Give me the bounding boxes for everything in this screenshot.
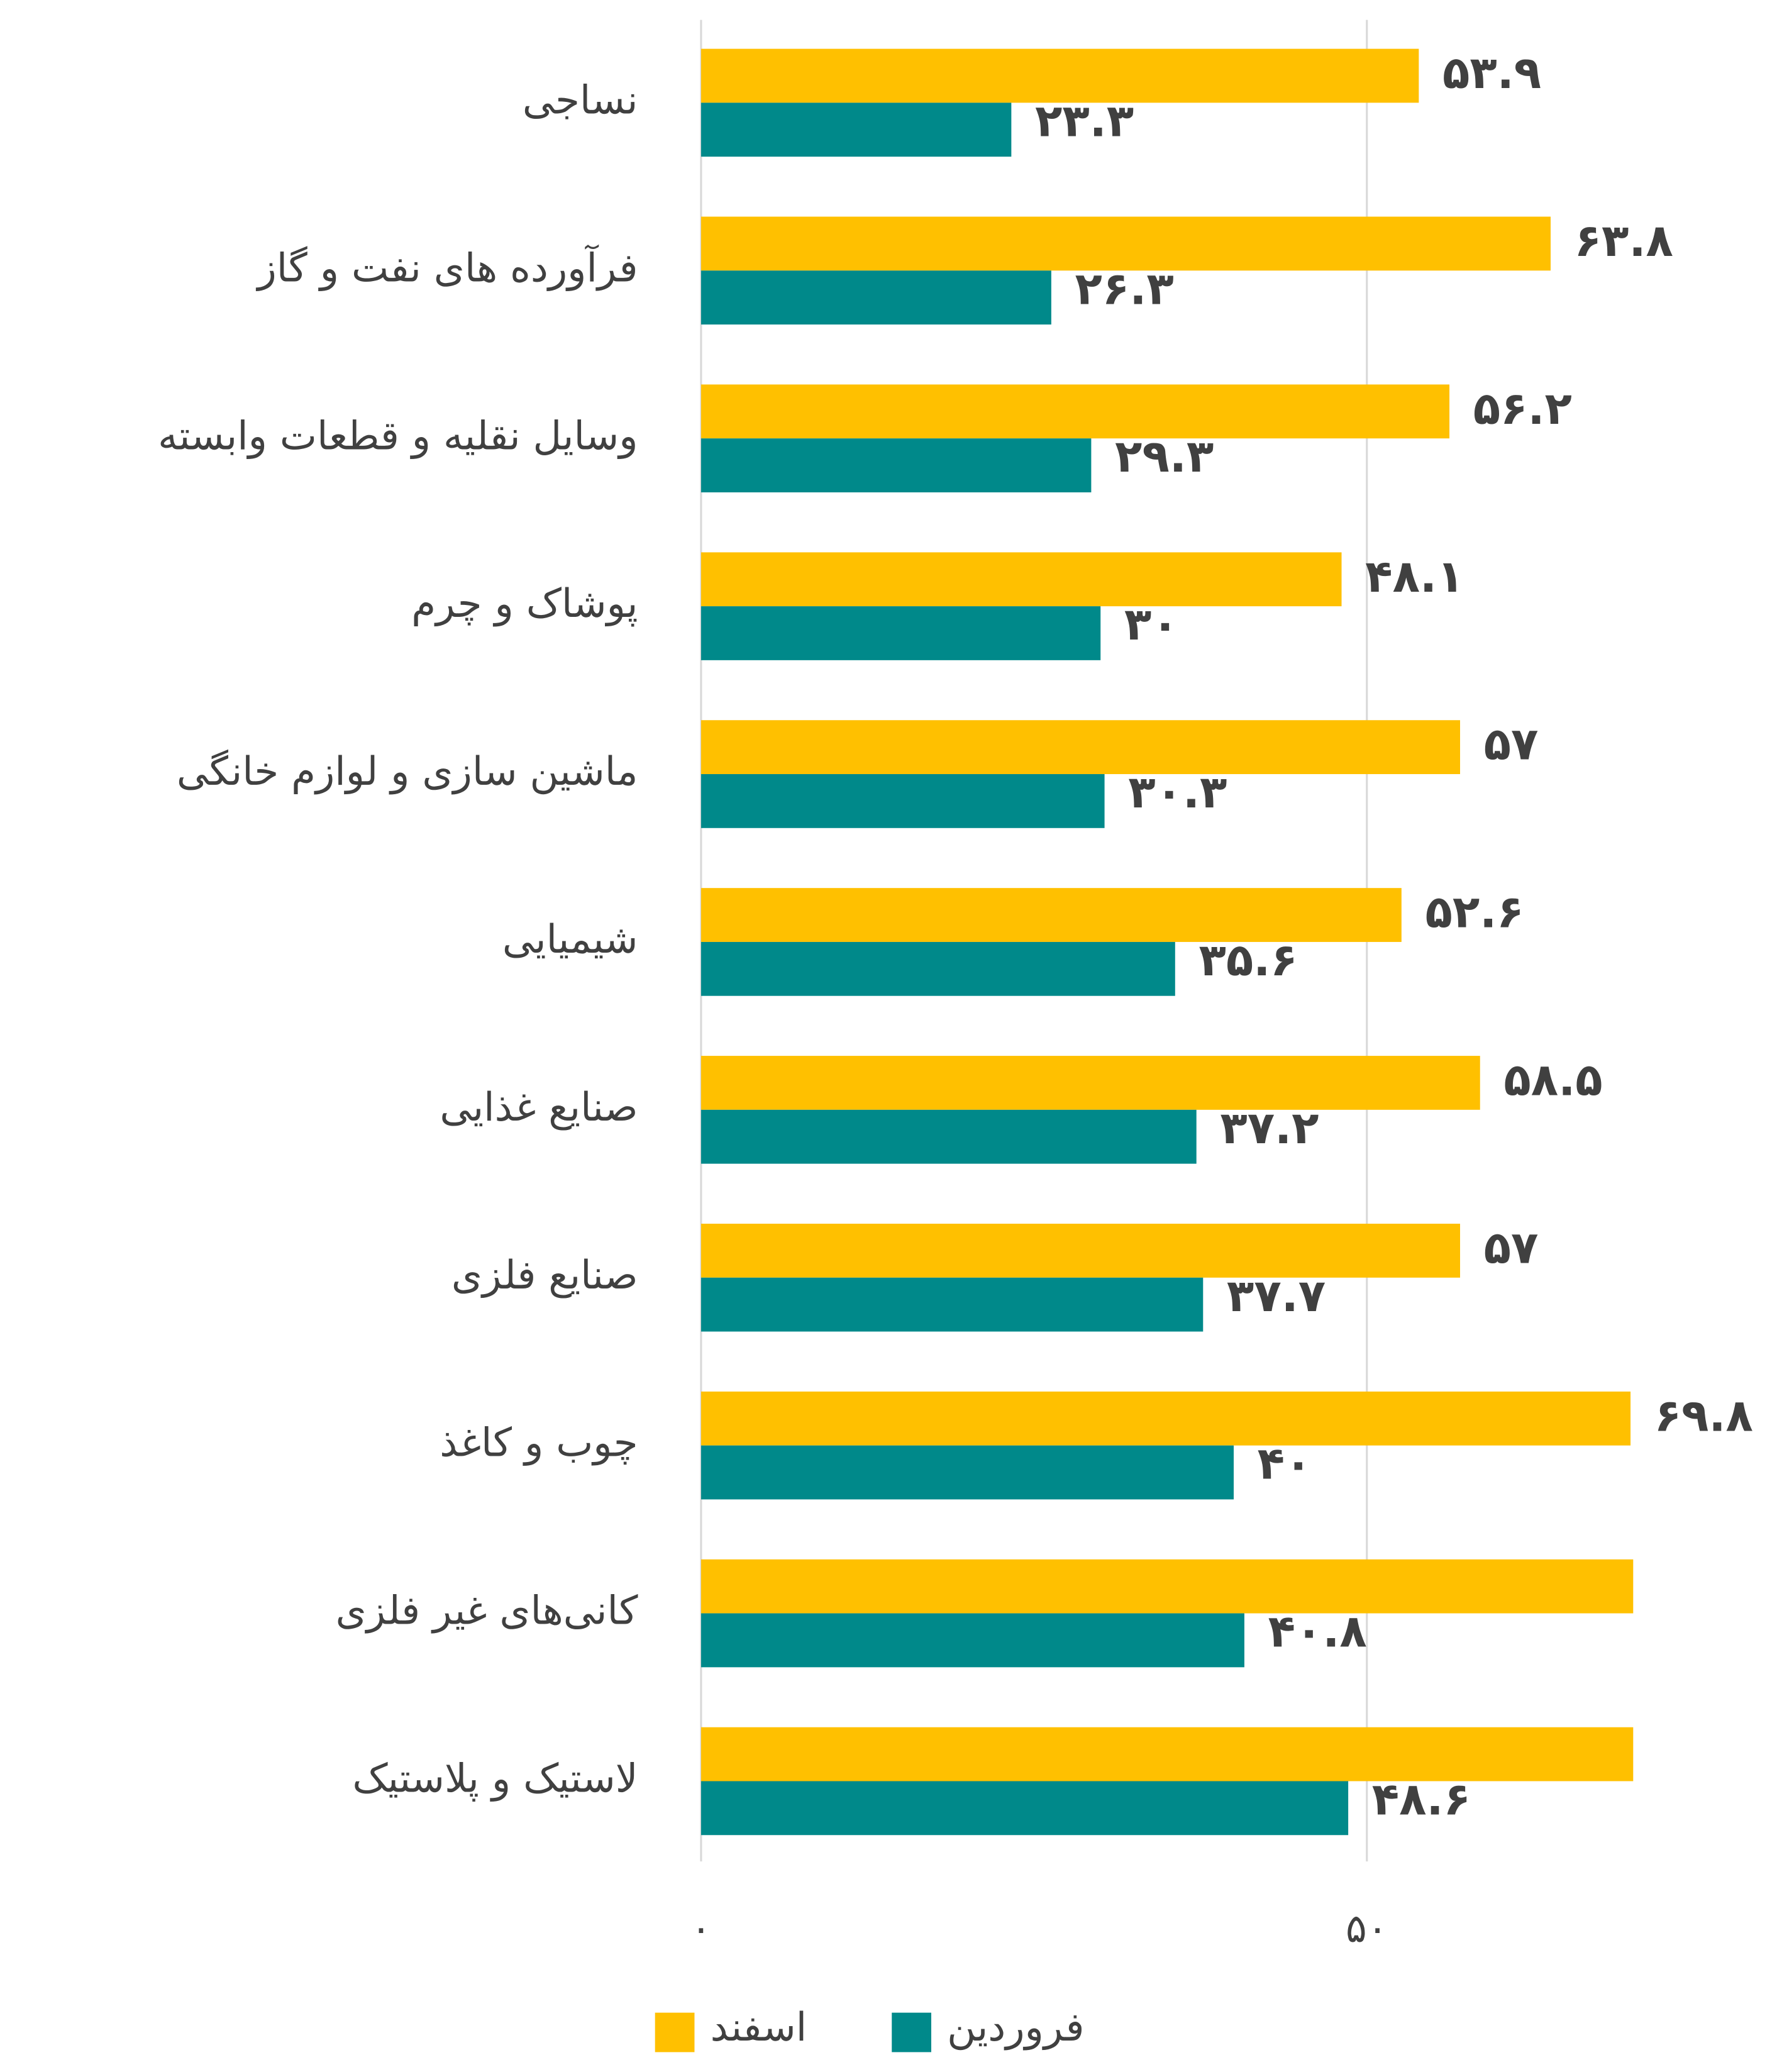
bar <box>700 552 1342 607</box>
value-label: ۵۷ <box>1484 718 1539 770</box>
bar <box>700 1277 1204 1332</box>
category-label: شیمیایی <box>502 916 638 962</box>
category-label: چوب و کاغذ <box>440 1420 638 1466</box>
bar <box>700 720 1460 775</box>
category-label: وسایل نقلیه و قطعات وابسته <box>158 413 638 459</box>
bar <box>700 1445 1234 1500</box>
bar <box>700 270 1051 325</box>
value-label: ۶۹.۸ <box>1654 1389 1753 1441</box>
value-label: ۲۳.۳ <box>1035 94 1134 147</box>
bar <box>700 384 1450 439</box>
value-label: ۳۰ <box>1124 598 1179 650</box>
bar <box>700 941 1175 996</box>
legend-label: اسفند <box>711 2004 807 2050</box>
category-label: نساجی <box>523 77 638 123</box>
legend-swatch <box>655 2012 695 2053</box>
value-label: ۴۸.۶ <box>1372 1773 1471 1825</box>
category-label: کانی‌های غیر فلزی <box>336 1588 638 1634</box>
value-label: ۲۹.۳ <box>1115 430 1214 482</box>
x-tick-label: ۰ <box>690 1905 712 1951</box>
bar <box>700 1781 1349 1836</box>
legend-label: فروردین <box>947 2004 1084 2051</box>
bar <box>700 1056 1480 1110</box>
bar <box>700 102 1012 157</box>
bar <box>700 1391 1631 1446</box>
legend-swatch <box>892 2012 931 2053</box>
value-label: ۵۶.۲ <box>1473 382 1572 435</box>
category-label: صنایع فلزی <box>451 1252 638 1299</box>
value-label: ۲۶.۳ <box>1075 262 1174 314</box>
value-label: ۵۷ <box>1484 1221 1539 1273</box>
bar <box>700 1223 1460 1278</box>
category-label: فرآورده های نفت و گاز <box>255 243 638 291</box>
value-label: ۴۰ <box>1258 1438 1312 1490</box>
value-label: ۵۲.۶ <box>1425 886 1524 938</box>
category-label: ماشین سازی و لوازم خانگی <box>177 748 638 795</box>
bar <box>700 774 1105 828</box>
value-label: ۳۷.۷ <box>1227 1270 1326 1322</box>
category-label: صنایع غذایی <box>440 1084 638 1131</box>
bar <box>700 216 1551 271</box>
bar <box>700 1559 1634 1614</box>
value-label: ۴۰.۸ <box>1268 1605 1367 1658</box>
x-tick-label: ۵۰ <box>1346 1905 1388 1951</box>
value-label: ۵۸.۵ <box>1503 1053 1602 1105</box>
bar <box>700 606 1101 660</box>
bar <box>700 1613 1244 1668</box>
value-label: ۵۳.۹ <box>1442 47 1541 99</box>
value-label: ۳۰.۳ <box>1128 766 1227 818</box>
category-label: پوشاک و چرم <box>411 580 638 627</box>
bar <box>700 48 1419 103</box>
category-label: لاستیک و پلاستیک <box>352 1756 638 1802</box>
bar <box>700 888 1402 942</box>
value-label: ۳۵.۶ <box>1199 934 1297 986</box>
bar <box>700 1727 1634 1781</box>
value-label: ۳۷.۲ <box>1220 1102 1319 1154</box>
value-label: ۶۳.۸ <box>1575 214 1673 267</box>
bar <box>700 1109 1197 1164</box>
bar <box>700 438 1092 492</box>
value-label: ۴۸.۱ <box>1365 550 1464 602</box>
